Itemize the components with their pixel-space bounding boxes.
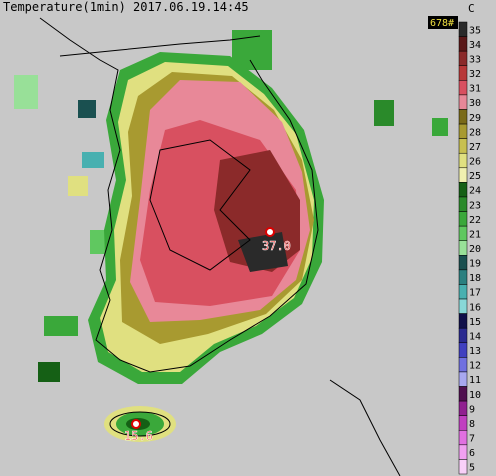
colorbar-cell xyxy=(458,342,468,358)
station-marker xyxy=(131,419,141,429)
station-marker xyxy=(265,227,275,237)
colorbar-cell xyxy=(458,80,468,96)
colorbar-cell xyxy=(458,313,468,329)
colorbar-label: 15 xyxy=(469,317,481,328)
colorbar-cell xyxy=(458,21,468,37)
colorbar-label: 28 xyxy=(469,127,481,138)
colorbar-label: 33 xyxy=(469,54,481,65)
colorbar-label: 6 xyxy=(469,448,475,459)
colorbar-label: 8 xyxy=(469,419,475,430)
colorbar: 35 34 33 32 31 30 29 28 27 26 25 24 23 22 21 20 19 18 17 16… xyxy=(458,21,481,475)
colorbar-label: 16 xyxy=(469,302,481,313)
colorbar-cell xyxy=(458,284,468,300)
colorbar-cell xyxy=(458,459,468,475)
colorbar-label: 24 xyxy=(469,186,481,197)
colorbar-cell xyxy=(458,94,468,110)
colorbar-label: 34 xyxy=(469,40,481,51)
station-label: 37.0 xyxy=(262,239,291,253)
colorbar-label: 12 xyxy=(469,361,481,372)
colorbar-cell xyxy=(458,152,468,169)
colorbar-label: 22 xyxy=(469,215,481,226)
colorbar-cell xyxy=(458,415,468,431)
colorbar-cell xyxy=(458,327,468,344)
colorbar-cell xyxy=(458,167,468,183)
colorbar-cell xyxy=(458,400,468,416)
colorbar-label: 32 xyxy=(469,69,481,80)
colorbar-cell xyxy=(458,255,468,271)
colorbar-label: 7 xyxy=(469,434,475,445)
unit: C xyxy=(468,2,475,15)
colorbar-cell xyxy=(458,65,468,81)
colorbar-cell xyxy=(458,269,468,285)
temperature-field xyxy=(88,52,324,442)
colorbar-label: 21 xyxy=(469,229,481,240)
colorbar-label: 9 xyxy=(469,404,475,415)
colorbar-label: 23 xyxy=(469,200,481,211)
colorbar-cell xyxy=(458,138,468,154)
colorbar-cell xyxy=(458,357,468,373)
colorbar-cell xyxy=(458,298,468,314)
colorbar-cell xyxy=(458,444,468,460)
colorbar-label: 20 xyxy=(469,244,481,255)
colorbar-cell xyxy=(458,371,468,387)
colorbar-cell xyxy=(458,123,468,139)
colorbar-label: 30 xyxy=(469,98,481,109)
station-markers: 37.0 15.6 xyxy=(124,227,291,443)
colorbar-label: 13 xyxy=(469,346,481,357)
colorbar-label: 19 xyxy=(469,259,481,270)
station-cells xyxy=(14,30,448,382)
colorbar-label: 5 xyxy=(469,463,475,474)
colorbar-label: 29 xyxy=(469,113,481,124)
count-box xyxy=(428,16,458,29)
coastlines xyxy=(39,17,401,476)
colorbar-label: 11 xyxy=(469,375,481,386)
colorbar-cell xyxy=(458,196,468,212)
count: 678# xyxy=(430,18,454,29)
colorbar-label: 26 xyxy=(469,157,481,168)
colorbar-label: 10 xyxy=(469,390,481,401)
station-label: 15.6 xyxy=(124,429,153,443)
colorbar-cell xyxy=(458,182,468,198)
colorbar-label: 18 xyxy=(469,273,481,284)
colorbar-cell xyxy=(458,430,468,446)
colorbar-cell xyxy=(458,386,468,402)
colorbar-cell xyxy=(458,36,468,52)
colorbar-cell xyxy=(458,240,468,256)
colorbar-cell xyxy=(458,50,468,66)
colorbar-cell xyxy=(458,225,468,241)
colorbar-label: 27 xyxy=(469,142,481,153)
title: Temperature(1min) 2017.06.19.14:45 xyxy=(3,0,249,14)
colorbar-label: 31 xyxy=(469,84,481,95)
colorbar-label: 35 xyxy=(469,25,481,36)
colorbar-cell xyxy=(458,109,468,125)
colorbar-cell xyxy=(458,211,468,227)
colorbar-label: 17 xyxy=(469,288,481,299)
colorbar-label: 25 xyxy=(469,171,481,182)
colorbar-label: 14 xyxy=(469,331,481,342)
